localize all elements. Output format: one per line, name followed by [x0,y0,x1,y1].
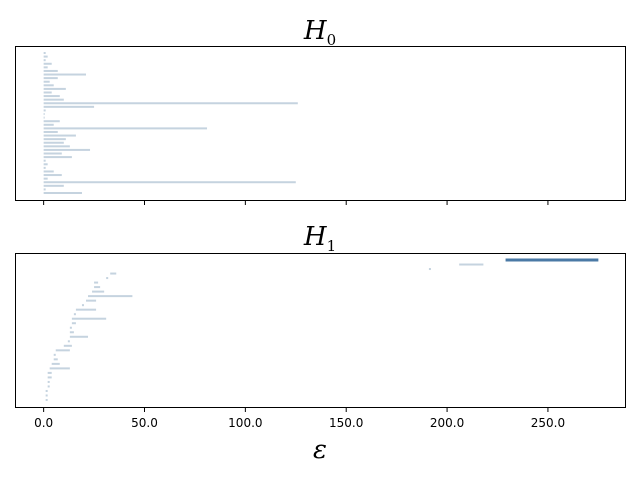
persistence-bar [43,134,76,137]
persistence-bar [43,148,91,151]
panel-h1-bars [45,258,599,401]
x-tick-label: 50.0 [131,416,158,430]
persistence-bar [45,394,48,397]
persistence-bar [43,84,54,87]
persistence-bar [71,322,76,325]
panel-h1-title: H1 [303,222,336,255]
persistence-bar [43,91,52,94]
persistence-bar [73,313,76,316]
panel-h0-ticks [43,201,549,205]
panel-h1-frame [15,253,626,408]
persistence-bar [43,127,208,130]
x-tick-label: 100.0 [228,416,262,430]
panel-h0: H0 [15,16,626,205]
persistence-bar [43,66,48,69]
persistence-bar [43,80,50,83]
persistence-bar [43,59,46,62]
panel-h0-frame [15,46,626,201]
persistence-bar [47,376,52,379]
persistence-bar [43,181,296,184]
persistence-bar [428,268,431,271]
persistence-bar [43,141,64,144]
persistence-bar [94,281,99,284]
persistence-bar [69,331,74,334]
persistence-bar [88,295,133,298]
persistence-bar [45,389,48,392]
persistence-bar [69,335,89,338]
persistence-bar [49,367,70,370]
x-tick-label: 0.0 [34,416,53,430]
persistence-bar [43,188,46,191]
persistence-bar [53,358,58,361]
persistence-bar [43,138,66,141]
persistence-bar [43,156,72,159]
persistence-bar [459,263,484,266]
persistence-bar [43,177,48,180]
persistence-bar [43,87,66,90]
panel-h0-title: H0 [303,16,336,49]
persistence-bar [43,170,54,173]
persistence-bar [43,69,58,72]
persistence-bar-highlight [505,258,599,262]
persistence-bar [43,152,62,155]
persistence-bar [47,371,52,374]
persistence-bar [94,286,101,289]
x-axis-label: ε [313,435,327,465]
persistence-bar [55,349,70,352]
persistence-bar [43,120,60,123]
persistence-bar [71,317,107,320]
persistence-bar [43,73,86,76]
persistence-bar [43,95,60,98]
persistence-bar [43,98,64,101]
persistence-bar [43,105,95,108]
persistence-bar [110,272,117,275]
x-tick-label: 150.0 [329,416,363,430]
persistence-bar [53,353,56,356]
persistence-bar [43,113,45,116]
persistence-bar [43,159,46,162]
persistence-bar [51,362,60,365]
persistence-bar [43,52,46,54]
x-tick-label: 200.0 [430,416,464,430]
persistence-bar [47,380,50,383]
panel-h1: H1 0.0 50.0 100.0 150.0 200.0 250.0 ε [15,222,626,465]
persistence-bar [43,109,46,112]
persistence-bar [43,163,48,166]
persistence-bar [106,277,109,280]
persistence-bar [43,174,62,177]
persistence-bar [81,304,84,307]
panel-h0-bars [43,52,298,194]
persistence-bar [75,308,97,311]
persistence-bar [43,130,58,133]
persistence-bar [86,299,97,302]
persistence-bar [45,399,48,401]
persistence-bar [43,62,52,65]
persistence-bar [47,385,50,388]
persistence-bar [43,123,54,126]
persistence-bar [43,55,48,58]
persistence-bar [92,290,105,293]
persistence-bar [43,192,82,194]
persistence-bar [43,145,70,148]
persistence-bar [43,184,64,187]
persistence-bar [67,340,70,343]
persistence-bar [43,116,45,119]
persistence-bar [63,344,72,347]
persistence-bar [69,326,72,329]
panel-h1-ticks: 0.0 50.0 100.0 150.0 200.0 250.0 [34,408,565,430]
persistence-bar [43,77,58,80]
x-tick-label: 250.0 [531,416,565,430]
persistence-bar [43,102,298,105]
persistence-bar [43,166,46,169]
